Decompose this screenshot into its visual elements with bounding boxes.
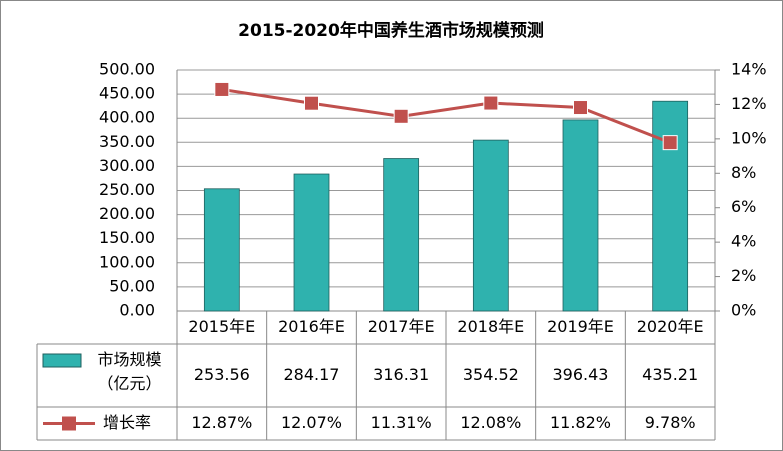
data-label: 12.08% (460, 413, 521, 432)
y-tick-label: 250.00 (99, 180, 155, 199)
marker (304, 95, 319, 111)
y-tick-label: 300.00 (99, 156, 155, 175)
marker (393, 108, 409, 124)
x-tick-label: 2015年E (188, 317, 255, 336)
y-tick-label: 200.00 (99, 204, 155, 223)
bar (383, 158, 420, 312)
marker (483, 95, 499, 111)
y2-tick-label: 6% (731, 197, 756, 216)
y-tick-label: 150.00 (99, 228, 155, 247)
bar (652, 100, 689, 312)
x-tick-label: 2018年E (457, 317, 524, 336)
y-tick-label: 450.00 (99, 84, 155, 103)
y-tick-label: 0.00 (119, 301, 155, 320)
chart-title: 2015-2020年中国养生酒市场规模预测 (238, 20, 544, 41)
data-label: 396.43 (553, 365, 609, 384)
y2-tick-label: 2% (731, 266, 756, 285)
y-tick-label: 500.00 (99, 60, 155, 79)
legend-label: 增长率 (103, 413, 151, 432)
y2-tick-label: 10% (731, 128, 767, 147)
y-tick-label: 400.00 (99, 108, 155, 127)
y2-tick-label: 12% (731, 94, 767, 113)
data-label: 11.31% (371, 413, 432, 432)
y2-tick-label: 4% (731, 232, 756, 251)
marker (573, 100, 588, 116)
bar (293, 173, 330, 312)
x-tick-label: 2016年E (278, 317, 345, 336)
y-tick-label: 50.00 (109, 276, 155, 295)
legend-label: 市场规模（亿元） (97, 350, 162, 393)
marker (214, 81, 230, 97)
bar (203, 188, 240, 312)
legend-label-box: 市场规模（亿元） (97, 350, 162, 393)
bar (562, 119, 599, 312)
x-tick-label: 2020年E (637, 317, 704, 336)
data-label: 12.07% (281, 413, 342, 432)
data-label: 11.82% (550, 413, 611, 432)
x-tick-label: 2019年E (547, 317, 614, 336)
data-label: 354.52 (463, 365, 519, 384)
data-label: 435.21 (642, 365, 698, 384)
data-label: 284.17 (284, 365, 340, 384)
line (221, 87, 671, 145)
data-label: 316.31 (373, 365, 429, 384)
y2-tick-label: 14% (731, 60, 767, 79)
y-tick-label: 350.00 (99, 132, 155, 151)
legend-swatch (62, 416, 76, 431)
y2-tick-label: 8% (731, 163, 756, 182)
y-tick-label: 100.00 (99, 252, 155, 271)
data-label: 253.56 (194, 365, 250, 384)
legend-swatch (42, 353, 82, 368)
data-label: 9.78% (645, 413, 696, 432)
marker (662, 135, 678, 151)
y2-tick-label: 0% (731, 301, 756, 320)
x-tick-label: 2017年E (368, 317, 435, 336)
data-label: 12.87% (191, 413, 252, 432)
bar (472, 139, 509, 312)
